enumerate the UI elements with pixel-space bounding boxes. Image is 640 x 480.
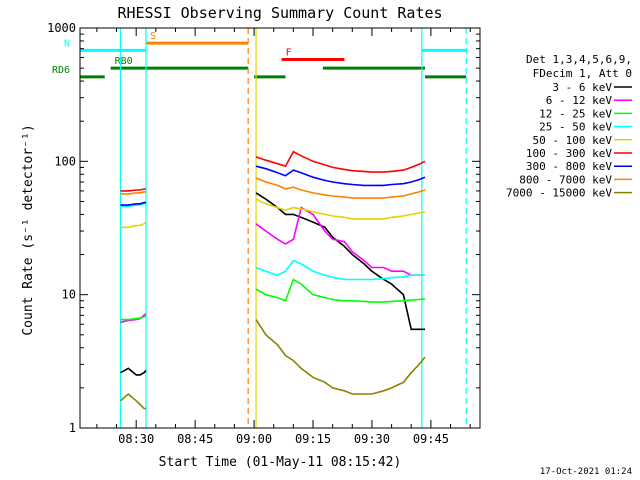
series-layer <box>119 150 426 410</box>
x-tick-label-2: 09:00 <box>236 432 272 446</box>
flag-f-label: F <box>286 48 292 59</box>
chart-title: RHESSI Observing Summary Count Rates <box>117 4 442 22</box>
y-tick-label-2: 100 <box>54 154 76 168</box>
legend-entry-label-5: 100 - 300 keV <box>526 147 612 160</box>
y-tick-label-0: 1 <box>69 421 76 435</box>
series-8-segment-0 <box>119 392 146 410</box>
legend-entry-label-0: 3 - 6 keV <box>552 81 612 94</box>
x-tick-label-5: 09:45 <box>413 432 449 446</box>
series-3-segment-1 <box>255 259 425 281</box>
series-4-segment-1 <box>255 198 426 220</box>
y-tick-label-1: 10 <box>62 288 76 302</box>
series-6-segment-0 <box>120 201 146 206</box>
series-2-segment-1 <box>255 278 426 303</box>
x-tick-label-1: 08:45 <box>177 432 213 446</box>
series-5-segment-1 <box>255 150 426 173</box>
legend-entry-label-3: 25 - 50 keV <box>539 121 612 134</box>
legend-header-line-2: FDecim 1, Att 0 <box>533 67 632 80</box>
flag-s-label: S <box>150 31 156 42</box>
series-6-segment-1 <box>255 165 426 187</box>
legend-entry-label-7: 800 - 7000 keV <box>519 173 612 186</box>
legend-entry-label-6: 300 - 800 keV <box>526 160 612 173</box>
footer-date: 17-Oct-2021 01:24 <box>540 467 632 477</box>
x-tick-label-4: 09:30 <box>354 432 390 446</box>
y-tick-label-3: 1000 <box>47 21 76 35</box>
series-1-segment-1 <box>255 206 425 276</box>
x-tick-label-3: 09:15 <box>295 432 331 446</box>
series-8-segment-1 <box>255 319 426 395</box>
flag-bars-layer: S N F RB0 RD6 <box>52 31 467 79</box>
flag-rd6-label: RD6 <box>52 65 70 76</box>
series-7-segment-0 <box>120 191 146 195</box>
series-4-segment-0 <box>120 221 147 229</box>
legend-entry-label-4: 50 - 100 keV <box>533 134 613 147</box>
x-axis-label: Start Time (01-May-11 08:15:42) <box>159 455 402 470</box>
legend-header-line-1: Det 1,3,4,5,6,9, <box>526 53 632 66</box>
series-1-segment-0 <box>120 313 147 324</box>
series-3-segment-0 <box>120 203 146 208</box>
axes-layer: 08:30 08:45 09:00 09:15 09:30 09:45 1 10 100 1000 <box>47 21 481 446</box>
legend-entry-label-2: 12 - 25 keV <box>539 107 612 120</box>
legend-entry-label-1: 6 - 12 keV <box>546 94 613 107</box>
series-0-segment-1 <box>255 192 425 331</box>
legend-entry-label-8: 7000 - 15000 keV <box>506 187 612 200</box>
x-tick-label-0: 08:30 <box>118 432 154 446</box>
plot-frame <box>79 27 481 429</box>
y-axis-label: Count Rate (s⁻¹ detector⁻¹) <box>21 124 36 335</box>
series-0-segment-0 <box>120 367 147 376</box>
series-2-segment-0 <box>120 314 147 321</box>
flag-rb0-label: RB0 <box>115 56 133 67</box>
flag-n-label: N <box>64 38 70 49</box>
series-5-segment-0 <box>120 188 146 192</box>
vertical-markers-layer <box>119 28 467 428</box>
series-7-segment-1 <box>255 177 426 199</box>
